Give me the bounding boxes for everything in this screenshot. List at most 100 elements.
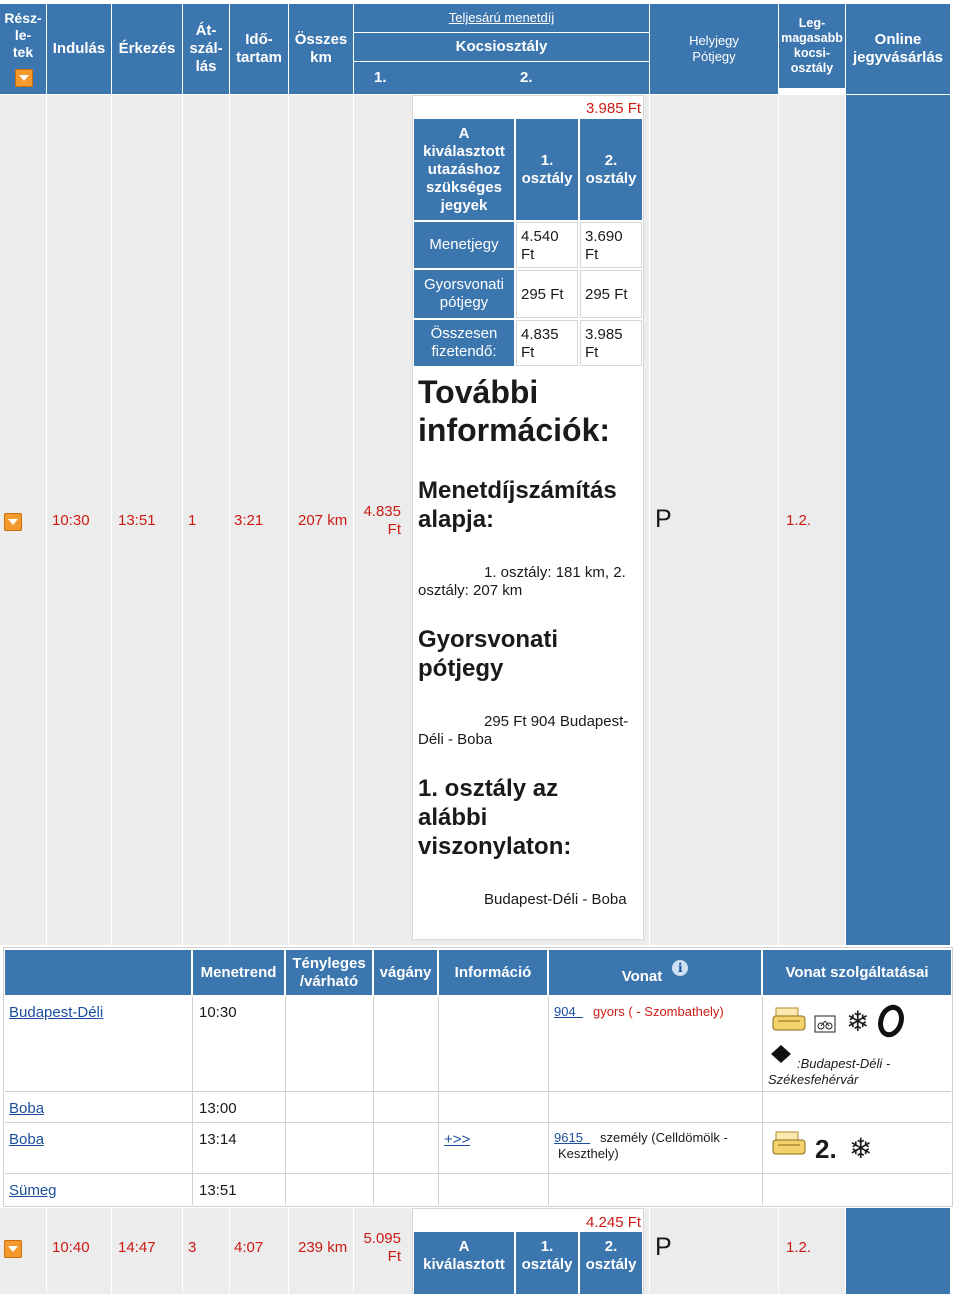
header-erkezes[interactable]: Érkezés: [112, 4, 182, 94]
column-divider: [373, 997, 374, 1205]
fare-row-label: Összesen fizetendő:: [414, 320, 514, 366]
fare-cell: 3.690 Ft: [580, 222, 642, 268]
detail-header-tenyleges: Tényleges /várható: [286, 950, 372, 995]
printer-ticket-icon: [772, 1130, 806, 1160]
train-desc: gyors ( - Szombathely): [593, 1004, 724, 1019]
transfer-info-link[interactable]: +>>: [444, 1131, 471, 1148]
row2-price: 5.095 Ft: [363, 1230, 401, 1265]
column-divider: [762, 997, 763, 1205]
row2-fare-top-price: 4.245 Ft: [586, 1214, 642, 1231]
fare-col2-header: 2. osztály: [580, 119, 642, 220]
detail-header-vonat: Vonat i: [549, 950, 761, 995]
fare-cell: 295 Ft: [516, 270, 578, 318]
detail-header-informacio: Információ: [439, 950, 547, 995]
stop-time: 13:14: [199, 1131, 237, 1148]
detail-row: [5, 1175, 951, 1205]
air-conditioning-icon: ❄: [849, 1132, 873, 1165]
row2-distance: 239 km: [298, 1239, 348, 1256]
info-supplement-text: 295 Ft 904 Budapest- Déli - Boba: [418, 713, 629, 748]
row1-helyjegy-cell: [650, 95, 778, 945]
header-indulas[interactable]: Indulás: [47, 4, 111, 94]
row2-fare-header-label: A kiválasztott: [414, 1232, 514, 1294]
header-class2: 2.: [520, 69, 533, 86]
row2-departure: 10:40: [52, 1239, 90, 1256]
printer-ticket-icon: [772, 1006, 806, 1036]
row2-arrival: 14:47: [118, 1239, 156, 1256]
header-class-columns: 1. 2.: [354, 62, 649, 94]
header-class1: 1.: [374, 69, 387, 86]
fare-header-label: A kiválasztott utazáshoz szükséges jegye…: [414, 119, 514, 220]
fare-top-price: 3.985 Ft: [586, 100, 642, 117]
detail-table: [3, 947, 953, 1207]
info-icon[interactable]: i: [672, 959, 689, 976]
header-osszes-km[interactable]: Összes km: [289, 4, 353, 94]
detail-header-vagany: vágány: [374, 950, 437, 995]
info-first-class-text: Budapest-Déli - Boba: [484, 891, 627, 908]
row1-price-cell: [354, 95, 410, 945]
row2-online-cell[interactable]: [846, 1208, 950, 1294]
row1-distance: 207 km: [298, 512, 348, 529]
row1-arrival: 13:51: [118, 512, 156, 529]
column-divider: [438, 997, 439, 1205]
row2-price-cell: [354, 1208, 410, 1294]
fare-cell: 295 Ft: [580, 270, 642, 318]
column-divider: [548, 997, 549, 1205]
column-divider: [192, 997, 193, 1205]
train-link[interactable]: 904: [554, 1004, 576, 1019]
station-link[interactable]: Budapest-Déli: [9, 1004, 104, 1021]
service-note: :Budapest-Déli - Székesfehérvár: [768, 1056, 891, 1088]
row2-helyjegy: P: [655, 1233, 672, 1261]
header-atszallas[interactable]: Át- szál- lás: [183, 4, 229, 94]
header-teljesaru-link[interactable]: Teljesárú menetdíj: [354, 4, 649, 32]
second-class-icon: 2.: [815, 1134, 837, 1164]
fare-row-label: Menetjegy: [414, 222, 514, 268]
train-link[interactable]: 9615: [554, 1130, 583, 1145]
row2-transfers-cell: [183, 1208, 229, 1294]
stop-time: 13:51: [199, 1182, 237, 1199]
row1-arrival-cell: [112, 95, 182, 945]
header-kocsiosztaly: Kocsiosztály: [354, 33, 649, 61]
row1-distance-cell: [289, 95, 353, 945]
station-link[interactable]: Boba: [9, 1100, 45, 1117]
row2-duration-cell: [230, 1208, 288, 1294]
row1-online-cell[interactable]: [846, 95, 950, 945]
header-helyjegy: Helyjegy Pótjegy: [650, 4, 778, 94]
stop-time: 10:30: [199, 1004, 237, 1021]
row2-duration: 4:07: [234, 1239, 264, 1256]
row1-departure-cell: [47, 95, 111, 945]
fare-col1-header: 1. osztály: [516, 119, 578, 220]
header-legmagasabb: Leg- magasabb kocsi- osztály: [779, 4, 845, 88]
detail-row: [5, 1124, 951, 1174]
row1-transfers: 1: [188, 512, 197, 529]
row1-departure: 10:30: [52, 512, 90, 529]
row2-expand-arrow-icon[interactable]: [4, 1240, 22, 1258]
row1-classes-cell: [779, 95, 845, 945]
row2-arrival-cell: [112, 1208, 182, 1294]
restaurant-icon: [874, 1004, 908, 1038]
header-idotartam[interactable]: Idő- tartam: [230, 4, 288, 94]
row1-transfers-cell: [183, 95, 229, 945]
row2-transfers: 3: [188, 1239, 197, 1256]
row1-expand-arrow-icon[interactable]: [4, 513, 22, 531]
stop-time: 13:00: [199, 1100, 237, 1117]
info-supplement-title: Gyorsvonati pótjegy: [418, 626, 559, 682]
station-link[interactable]: Boba: [9, 1131, 45, 1148]
bicycle-icon: [814, 1014, 836, 1034]
detail-header-szolgaltatasai: Vonat szolgáltatásai: [763, 950, 951, 995]
row1-helyjegy: P: [655, 505, 672, 533]
row1-duration-cell: [230, 95, 288, 945]
row1-classes: 1.2.: [786, 512, 812, 529]
detail-header-menetrend: Menetrend: [193, 950, 284, 995]
row2-classes-cell: [779, 1208, 845, 1294]
info-title: További információk:: [418, 374, 611, 449]
train-desc: személy (Celldömölk - Keszthely): [558, 1130, 728, 1162]
header-online: Online jegyvásárlás: [846, 4, 950, 94]
fare-cell: 4.540 Ft: [516, 222, 578, 268]
fare-cell: 4.835 Ft: [516, 320, 578, 366]
row2-fare-col1-header: 1. osztály: [516, 1232, 578, 1294]
expand-all-arrow-icon[interactable]: [15, 69, 33, 87]
diamond-icon: [770, 1044, 792, 1064]
row1-price: 4.835 Ft: [363, 503, 401, 538]
station-link[interactable]: Sümeg: [9, 1182, 57, 1199]
row1-duration: 3:21: [234, 512, 264, 529]
